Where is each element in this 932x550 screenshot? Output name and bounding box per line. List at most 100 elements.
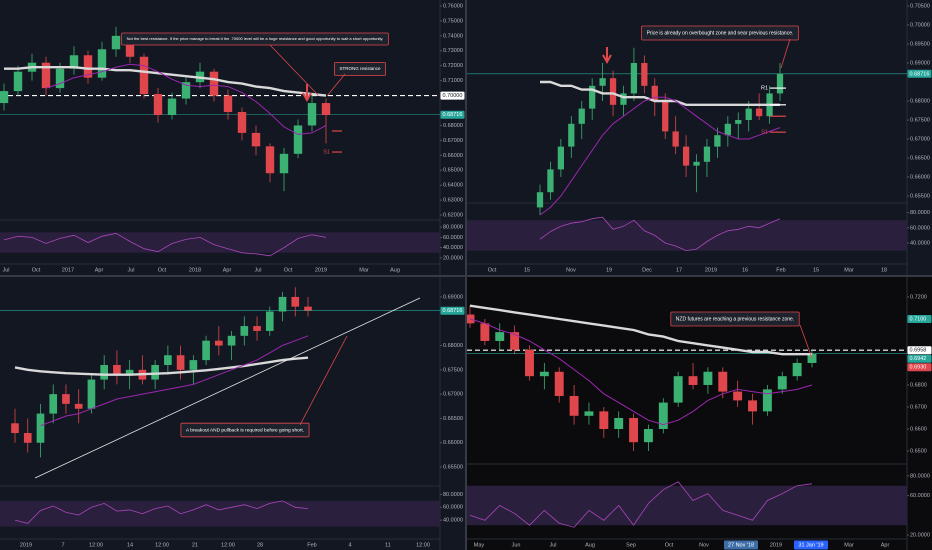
x-tick-label: Sep (626, 542, 636, 548)
rsi-tick-label: 40.0000 (443, 518, 463, 524)
candle-body (279, 153, 289, 174)
candle-body (718, 371, 728, 392)
price-label-box (440, 91, 465, 100)
candle-body (62, 394, 70, 404)
y-tick-label: 0.69500 (910, 41, 930, 47)
candle-body (682, 146, 690, 166)
y-tick-label: 0.67500 (443, 367, 463, 373)
candle-body (525, 349, 534, 377)
candle-body (735, 120, 742, 124)
rsi-line (469, 481, 813, 528)
x-tick-label: Aug (585, 542, 595, 548)
moving-average (540, 80, 780, 106)
x-tick-label: Jul (549, 542, 556, 548)
down-arrow (302, 84, 312, 103)
annotation-box (670, 311, 800, 327)
callout-line (299, 335, 348, 426)
y-tick-label: 0.6700 (910, 404, 927, 410)
candle-body (237, 112, 247, 133)
candle-body (495, 332, 505, 341)
rsi-tick-label: 60.0000 (910, 493, 930, 499)
pivot-label: S1 (323, 149, 330, 155)
moving-average (45, 63, 327, 135)
candle-body (151, 364, 159, 380)
annotation: STRONG resistance (339, 66, 381, 71)
candle-body (629, 417, 639, 443)
y-tick-label: 0.6800 (910, 382, 927, 388)
candle-body (69, 55, 79, 69)
x-tick-label: 14 (127, 542, 133, 548)
y-tick-label: 0.6500 (910, 448, 927, 454)
moving-average (469, 304, 812, 356)
y-tick-label: 0.74000 (443, 33, 463, 39)
candle-body (568, 123, 575, 147)
rsi-band (467, 220, 907, 251)
x-tick-label: 2019 (705, 267, 717, 273)
candle-body (55, 68, 65, 89)
candle-body (614, 417, 624, 429)
x-tick-label: Mar (359, 267, 369, 273)
price-label-box (907, 314, 932, 323)
rsi-band (0, 500, 440, 527)
candle-body (776, 73, 784, 94)
price-label-box (907, 346, 932, 355)
x-tick-label: Mar (844, 267, 854, 273)
price-label-box (907, 363, 932, 372)
annotation-box (334, 62, 386, 76)
x-tick-label: Oct (488, 267, 497, 273)
annotation: NZD futures are reaching a previous resi… (676, 316, 794, 322)
x-tick-label: 19 (606, 267, 612, 273)
moving-average (40, 335, 309, 427)
callout-line (269, 44, 319, 96)
candle-body (557, 146, 564, 170)
candle-body (547, 169, 554, 193)
candle-body (215, 340, 223, 346)
y-tick-label: 0.68000 (910, 98, 930, 104)
candle-body (209, 71, 219, 96)
candle-body (167, 98, 177, 115)
x-tick-label: 2019 (315, 267, 327, 273)
x-tick-label: Jul (2, 267, 9, 273)
candle-body (554, 371, 564, 396)
price-label: 0.6958 (910, 348, 927, 354)
annotation: Price is already on overbought zone and … (647, 30, 794, 36)
candle-body (36, 413, 45, 443)
y-tick-label: 0.62000 (443, 213, 463, 219)
x-tick-label: Apr (95, 267, 104, 273)
candle-body (189, 360, 198, 370)
candle-body (777, 376, 787, 390)
x-tick-label: 15 (524, 267, 530, 273)
candle-body (265, 146, 275, 174)
y-tick-label: 0.65500 (443, 465, 463, 471)
price-label-box (440, 306, 465, 315)
candle-body (113, 364, 121, 375)
x-tick-label: 12:00 (155, 542, 169, 548)
x-tick-label: 16 (742, 267, 748, 273)
candle-body (304, 306, 312, 311)
candle-body (643, 428, 653, 443)
candle-body (265, 311, 274, 331)
pivot-label: S1 (761, 130, 768, 136)
crosshair-label: 31 Jan '19 (798, 542, 823, 548)
rsi-band (0, 232, 440, 253)
candle-body (240, 326, 249, 336)
candle-body (609, 78, 617, 105)
rsi-tick-label: 20.0000 (443, 255, 463, 261)
candle-body (584, 411, 594, 416)
candle-body (756, 108, 763, 117)
candle-body (13, 71, 23, 92)
y-tick-label: 0.67000 (910, 136, 930, 142)
y-tick-label: 0.7200 (910, 294, 927, 300)
moving-average (539, 96, 781, 216)
candle-body (703, 146, 711, 162)
panel-background (0, 0, 465, 276)
price-label-box (907, 354, 932, 363)
candle-body (703, 371, 713, 385)
x-tick-label: Oct (665, 542, 674, 548)
annotation: Not the best resistance. If the price ma… (127, 36, 384, 41)
candle-body (688, 376, 698, 385)
y-tick-label: 0.65500 (910, 193, 930, 199)
x-tick-label: Jul (127, 267, 134, 273)
